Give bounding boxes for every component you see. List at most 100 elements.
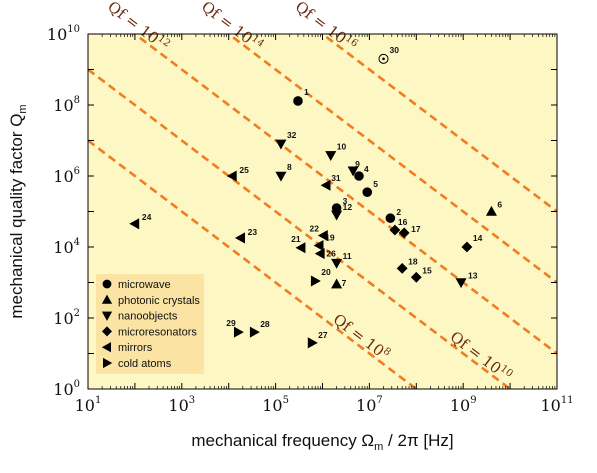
data-point-label-12: 12: [343, 202, 353, 212]
data-point-label-3: 3: [343, 196, 348, 206]
legend-label: nanoobjects: [118, 311, 178, 323]
legend-label: cold atoms: [118, 358, 172, 370]
legend-marker-triangle-left: [101, 342, 111, 353]
legend-marker-triangle-up: [101, 294, 113, 304]
data-point-29: [233, 326, 244, 338]
x-axis-label: mechanical frequency Ωm / 2π [Hz]: [191, 431, 453, 453]
data-point-label-7: 7: [342, 278, 347, 288]
data-point-7: [331, 278, 343, 289]
qf-line-12: [132, 34, 557, 355]
data-point-label-4: 4: [364, 164, 369, 174]
data-point-30: [378, 53, 389, 64]
data-point-label-8: 8: [287, 162, 292, 172]
data-point-label-21: 21: [291, 234, 301, 244]
data-point-9: [347, 166, 359, 177]
data-point-2: [385, 213, 396, 223]
data-point-label-5: 5: [373, 179, 378, 189]
data-point-14: [461, 241, 473, 253]
data-point-11: [331, 258, 343, 269]
data-point-label-16: 16: [398, 217, 408, 227]
qf-lines: [88, 34, 557, 389]
data-point-label-27: 27: [318, 330, 328, 340]
qf-line-10: [88, 68, 513, 389]
x-tick-label: 103: [168, 395, 195, 415]
data-point-label-9: 9: [355, 159, 360, 169]
data-point-32: [275, 139, 287, 150]
data-point-10: [325, 151, 337, 162]
legend-label: microwave: [118, 279, 171, 291]
y-tick-label: 104: [53, 237, 80, 257]
data-point-31: [320, 179, 331, 191]
data-point-18: [396, 262, 408, 274]
legend-label: photonic crystals: [118, 295, 200, 307]
data-point-8: [275, 171, 287, 182]
data-point-6: [485, 205, 497, 216]
data-point-17: [398, 227, 410, 239]
data-point-22: [317, 230, 328, 242]
data-point-19: [313, 240, 324, 252]
legend-marker-triangle-right: [103, 357, 113, 369]
data-point-label-23: 23: [248, 227, 258, 237]
axis-ticks: [87, 33, 558, 390]
data-point-label-25: 25: [239, 165, 249, 175]
data-point-label-1: 1: [304, 87, 309, 97]
x-tick-label: 101: [75, 395, 102, 415]
data-point-label-10: 10: [337, 141, 347, 151]
data-point-5: [362, 187, 373, 197]
qf-line-8: [88, 139, 419, 389]
data-point-21: [295, 242, 306, 254]
data-point-16: [389, 224, 401, 236]
data-point-label-22: 22: [309, 224, 319, 234]
data-point-20: [310, 275, 321, 287]
legend-marker-diamond: [101, 326, 113, 337]
y-tick-label: 100: [53, 379, 80, 399]
data-point-15: [410, 271, 422, 283]
data-point-label-19: 19: [325, 233, 335, 243]
data-point-label-17: 17: [411, 224, 421, 234]
data-point-label-32: 32: [287, 130, 297, 140]
legend-box: [96, 274, 204, 374]
data-point-25: [226, 170, 237, 182]
x-tick-label: 109: [450, 395, 477, 415]
legend: microwave photonic crystals nanoobjects mic…: [96, 274, 204, 374]
data-point-12: [331, 210, 343, 221]
data-point-13: [455, 278, 467, 289]
y-tick-labels: 100 102 104 106 108 1010: [47, 24, 80, 399]
x-tick-label: 1011: [540, 395, 573, 415]
y-axis-label: mechanical quality factor Qm: [7, 104, 29, 318]
data-point-label-14: 14: [473, 233, 483, 243]
legend-marker-circle: [102, 279, 112, 289]
y-tick-label: 102: [53, 308, 80, 328]
data-point-label-26: 26: [326, 249, 336, 259]
y-tick-label: 108: [53, 95, 80, 115]
x-tick-labels: 101 103 105 107 109 1011: [75, 395, 574, 415]
data-point-label-18: 18: [408, 256, 418, 266]
data-point-label-31: 31: [331, 173, 341, 183]
data-point-label-30: 30: [390, 45, 400, 55]
y-tick-label: 106: [53, 166, 80, 186]
data-point-28: [249, 326, 260, 338]
data-point-label-24: 24: [142, 212, 152, 222]
legend-marker-triangle-down: [101, 311, 113, 321]
data-point-label-13: 13: [468, 271, 478, 281]
data-point-23: [235, 232, 245, 244]
data-point-label-20: 20: [321, 267, 331, 277]
data-point-24: [129, 218, 140, 230]
data-point-label-2: 2: [396, 207, 401, 217]
data-point-label-28: 28: [260, 319, 270, 329]
data-point-26: [314, 248, 325, 260]
data-point-27: [307, 337, 318, 349]
y-tick-label: 1010: [47, 24, 80, 44]
data-point-label-29: 29: [226, 318, 236, 328]
legend-label: mirrors: [118, 342, 153, 354]
legend-label: microresonators: [118, 326, 197, 338]
data-point-label-15: 15: [422, 265, 432, 275]
data-point-label-6: 6: [497, 200, 502, 210]
data-point-label-11: 11: [343, 251, 352, 261]
data-point-1: [293, 96, 303, 106]
data-point-4: [354, 171, 364, 181]
x-tick-label: 107: [356, 395, 383, 415]
x-tick-label: 105: [262, 395, 289, 415]
